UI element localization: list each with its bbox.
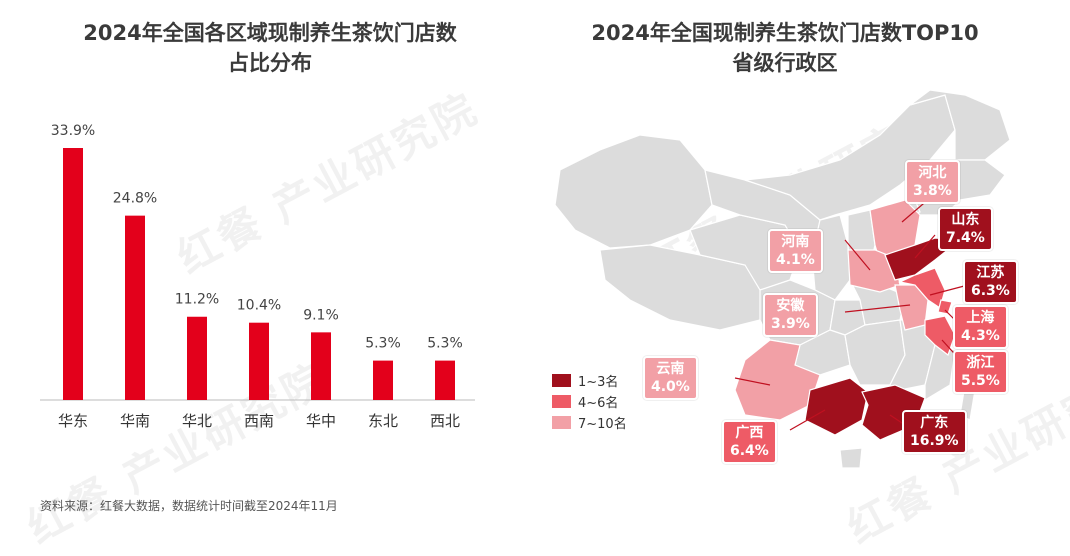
- x-tick-label: 华北: [182, 412, 212, 430]
- legend-swatch: [552, 416, 571, 429]
- province-hebei: [869, 199, 921, 263]
- map-legend: 1~3名 4~6名 7~10名: [552, 370, 627, 433]
- province-jiangsu: [898, 267, 946, 309]
- label-jiangsu: 江苏 6.3%: [963, 260, 1018, 304]
- title-line: 占比分布: [228, 51, 312, 75]
- leader-line-henan: [844, 239, 871, 271]
- province-chongqing: [829, 299, 866, 336]
- x-tick-label: 东北: [368, 412, 398, 430]
- legend-item: 4~6名: [552, 391, 627, 412]
- province-yunnan: [734, 339, 821, 421]
- label-anhui: 安徽 3.9%: [763, 293, 818, 337]
- province-anhui: [894, 284, 929, 331]
- label-shandong: 山东 7.4%: [938, 207, 993, 251]
- bar-chart: 33.9% 华东 24.8% 华南 11.2% 华北 10.4% 西南 9.1% 华中 5.3% 东北…: [40, 123, 475, 430]
- data-label: 33.9%: [51, 123, 95, 139]
- label-guangdong: 广东 16.9%: [902, 410, 967, 454]
- label-shanghai: 上海 4.3%: [953, 305, 1008, 349]
- label-yunnan: 云南 4.0%: [643, 356, 698, 400]
- data-label: 10.4%: [237, 298, 281, 314]
- bar: [435, 360, 455, 400]
- bar: [249, 322, 269, 400]
- province-shanghai: [937, 299, 953, 315]
- label-henan: 河南 4.1%: [768, 229, 823, 273]
- leader-line-guangxi: [789, 409, 826, 431]
- left-chart-title: 2024年全国各区域现制养生茶饮门店数 占比分布: [50, 18, 490, 78]
- x-tick-label: 华南: [120, 412, 150, 430]
- x-tick-label: 华中: [306, 412, 336, 430]
- legend-item: 7~10名: [552, 412, 627, 433]
- data-label: 5.3%: [427, 336, 463, 352]
- bar: [373, 360, 393, 400]
- label-hebei: 河北 3.8%: [905, 160, 960, 204]
- province-hunan: [844, 319, 906, 386]
- legend-label: 7~10名: [578, 417, 627, 432]
- legend-swatch: [552, 374, 571, 387]
- source-note: 资料来源：红餐大数据，数据统计时间截至2024年11月: [40, 499, 338, 513]
- data-label: 5.3%: [365, 336, 401, 352]
- province-henan: [847, 249, 901, 293]
- x-tick-label: 西北: [430, 412, 460, 430]
- data-label: 11.2%: [175, 292, 219, 308]
- x-tick-label: 华东: [58, 412, 88, 430]
- legend-item: 1~3名: [552, 370, 627, 391]
- leader-line-shandong: [914, 234, 936, 259]
- province-guangxi: [804, 377, 869, 436]
- province-hubei: [848, 279, 906, 326]
- label-guangxi: 广西 6.4%: [722, 420, 777, 464]
- province-fujian: [924, 344, 956, 402]
- leader-line-yunnan: [734, 377, 771, 386]
- right-chart-title: 2024年全国现制养生茶饮门店数TOP10 省级行政区: [555, 18, 1015, 78]
- title-line: 2024年全国各区域现制养生茶饮门店数: [83, 21, 457, 45]
- data-label: 9.1%: [303, 307, 339, 323]
- bar: [311, 332, 331, 400]
- legend-swatch: [552, 395, 571, 408]
- province-jiangxi: [889, 319, 936, 391]
- province-hainan: [839, 447, 863, 469]
- province-shanxi: [847, 209, 876, 281]
- legend-label: 4~6名: [578, 396, 619, 411]
- bar: [125, 215, 145, 400]
- title-line: 省级行政区: [732, 51, 838, 75]
- title-line: 2024年全国现制养生茶饮门店数TOP10: [591, 21, 979, 45]
- x-tick-label: 西南: [244, 412, 274, 430]
- data-label: 24.8%: [113, 191, 157, 207]
- label-zhejiang: 浙江 5.5%: [953, 350, 1008, 394]
- province-zhejiang: [924, 315, 956, 356]
- bar: [63, 148, 83, 400]
- leader-line-anhui: [844, 304, 911, 313]
- legend-label: 1~3名: [578, 375, 619, 390]
- bar: [187, 316, 207, 400]
